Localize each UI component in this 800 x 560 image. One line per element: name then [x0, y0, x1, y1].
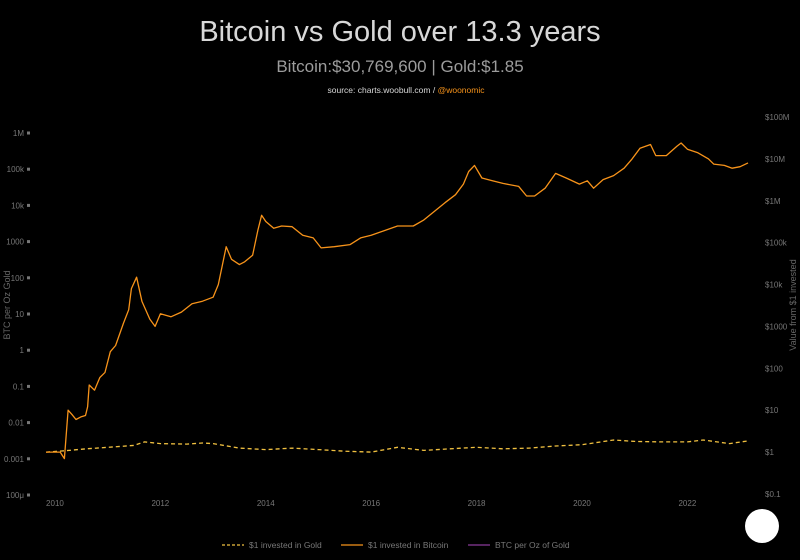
right-tick-label: $100M [765, 113, 790, 122]
right-tick-label: $10k [765, 281, 783, 290]
x-tick-label: 2014 [257, 499, 275, 508]
left-tick-label: 10 [15, 310, 24, 319]
left-tick-label: 100k [7, 165, 25, 174]
left-tick-label: 0.01 [8, 419, 24, 428]
legend-label-1[interactable]: $1 invested in Bitcoin [368, 540, 449, 550]
right-tick-label: $100k [765, 239, 788, 248]
series-line-1 [46, 142, 749, 460]
left-tick-mark [27, 240, 30, 244]
x-tick-label: 2022 [678, 499, 696, 508]
x-tick-label: 2016 [362, 499, 380, 508]
legend: $1 invested in Gold $1 invested in Bitcoi… [222, 540, 570, 550]
series-line-0 [45, 439, 749, 453]
left-axis-label: BTC per Oz Gold [2, 270, 12, 339]
left-tick-label: 1000 [6, 238, 24, 247]
x-tick-label: 2010 [46, 499, 64, 508]
left-axis-ticks: 100μ 0.001 0.01 0.1 1 10 100 1000 10k 100k 1M [4, 129, 30, 500]
left-tick-mark [27, 493, 30, 497]
chart-subtitle: Bitcoin:$30,769,600 | Gold:$1.85 [276, 57, 523, 76]
left-tick-label: 1 [20, 346, 25, 355]
left-tick-mark [27, 312, 30, 316]
right-tick-label: $1M [765, 197, 781, 206]
left-tick-label: 1M [13, 129, 24, 138]
x-tick-label: 2012 [151, 499, 169, 508]
chart-title: Bitcoin vs Gold over 13.3 years [199, 16, 600, 48]
source-handle[interactable]: @woonomic [438, 85, 486, 95]
floating-action-button[interactable] [745, 509, 779, 543]
left-tick-mark [27, 276, 30, 280]
right-tick-label: $1000 [765, 322, 788, 331]
source-prefix: source: charts.woobull.com / [328, 85, 438, 95]
left-tick-mark [27, 203, 30, 207]
left-tick-label: 100μ [6, 491, 24, 500]
left-tick-label: 10k [11, 201, 25, 210]
right-axis-label: Value from $1 invested [788, 259, 798, 350]
right-tick-label: $10M [765, 155, 785, 164]
x-tick-label: 2020 [573, 499, 591, 508]
right-axis-ticks: $0.1 $1 $10 $100 $1000 $10k $100k $1M $10M $100M [765, 113, 790, 499]
left-tick-label: 100 [11, 274, 25, 283]
right-tick-label: $1 [765, 448, 774, 457]
right-tick-label: $100 [765, 364, 783, 373]
left-tick-mark [27, 167, 30, 171]
legend-label-2[interactable]: BTC per Oz of Gold [495, 540, 570, 550]
right-tick-label: $0.1 [765, 490, 781, 499]
left-tick-mark [27, 131, 30, 135]
left-tick-mark [27, 384, 30, 388]
x-tick-label: 2018 [468, 499, 486, 508]
chart-source: source: charts.woobull.com / @woonomic [328, 85, 486, 95]
right-tick-label: $10 [765, 406, 779, 415]
left-tick-label: 0.1 [13, 382, 25, 391]
left-tick-label: 0.001 [4, 455, 25, 464]
x-axis-ticks: 2010 2012 2014 2016 2018 2020 2022 [46, 499, 697, 508]
left-tick-mark [27, 457, 30, 461]
series-layer [45, 142, 749, 460]
legend-label-0[interactable]: $1 invested in Gold [249, 540, 322, 550]
left-tick-mark [27, 421, 30, 425]
left-tick-mark [27, 348, 30, 352]
